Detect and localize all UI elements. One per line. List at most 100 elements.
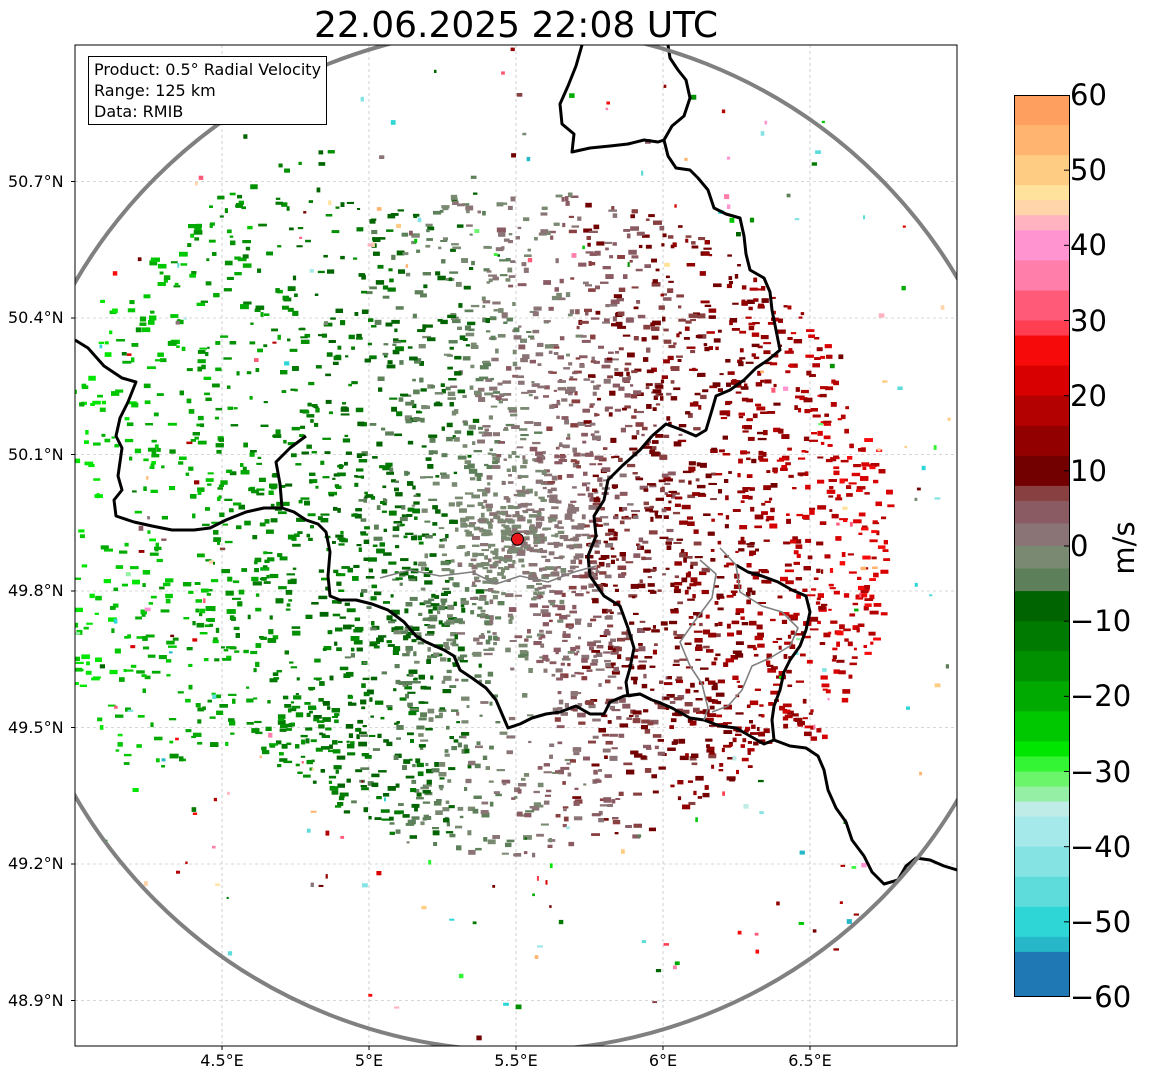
velocity-echo <box>416 249 421 253</box>
velocity-echo <box>395 829 401 834</box>
velocity-echo <box>388 561 397 565</box>
velocity-echo <box>337 345 342 350</box>
velocity-echo <box>324 451 331 454</box>
velocity-echo <box>411 639 417 643</box>
velocity-echo <box>748 495 753 500</box>
velocity-echo <box>453 471 458 475</box>
velocity-echo <box>497 601 505 606</box>
velocity-echo <box>411 504 416 507</box>
velocity-echo <box>732 675 739 680</box>
velocity-echo <box>655 434 664 438</box>
velocity-echo <box>728 281 733 285</box>
velocity-echo <box>567 772 572 777</box>
velocity-echo <box>816 347 823 352</box>
velocity-echo <box>306 759 313 765</box>
velocity-echo <box>807 555 813 560</box>
velocity-echo <box>439 712 443 718</box>
velocity-echo <box>555 613 562 616</box>
velocity-echo <box>191 271 197 275</box>
velocity-echo <box>413 494 418 497</box>
velocity-echo <box>531 526 538 532</box>
velocity-echo <box>425 567 429 571</box>
velocity-echo <box>862 466 867 470</box>
velocity-echo <box>377 264 384 269</box>
velocity-echo <box>503 238 510 242</box>
velocity-echo <box>381 569 388 574</box>
velocity-echo <box>112 308 118 313</box>
velocity-echo <box>747 587 753 593</box>
velocity-echo <box>416 410 421 414</box>
velocity-echo <box>863 645 867 648</box>
velocity-echo <box>644 549 651 554</box>
velocity-echo <box>229 192 236 196</box>
velocity-echo <box>492 276 499 281</box>
velocity-echo <box>79 534 85 539</box>
velocity-echo <box>691 762 698 766</box>
velocity-echo <box>358 499 364 502</box>
velocity-echo <box>503 393 512 396</box>
velocity-echo <box>379 465 384 469</box>
velocity-echo <box>870 463 880 467</box>
velocity-echo <box>207 618 215 622</box>
velocity-echo <box>605 532 611 536</box>
velocity-echo <box>331 230 340 234</box>
velocity-echo <box>702 792 710 798</box>
velocity-echo <box>464 309 474 313</box>
velocity-echo <box>418 744 426 748</box>
velocity-echo <box>725 515 730 520</box>
velocity-echo <box>663 339 672 344</box>
velocity-echo <box>617 686 623 690</box>
velocity-echo <box>211 606 216 612</box>
velocity-echo <box>405 693 409 699</box>
velocity-echo <box>484 463 489 467</box>
velocity-echo <box>538 508 545 511</box>
velocity-echo <box>290 701 295 704</box>
velocity-echo <box>449 833 456 838</box>
velocity-echo <box>411 626 420 631</box>
velocity-echo <box>502 380 512 384</box>
radar-map[interactable] <box>0 0 1000 1081</box>
velocity-echo <box>739 525 748 530</box>
velocity-echo <box>858 532 863 535</box>
velocity-echo <box>593 654 597 658</box>
velocity-echo <box>703 645 710 649</box>
velocity-echo <box>557 526 564 529</box>
velocity-echo <box>435 509 441 514</box>
velocity-echo <box>604 407 609 412</box>
velocity-echo <box>735 612 741 615</box>
velocity-echo <box>524 254 532 257</box>
velocity-echo <box>708 315 716 319</box>
velocity-echo <box>552 604 559 608</box>
velocity-echo <box>485 615 490 620</box>
velocity-echo <box>619 697 626 703</box>
velocity-echo <box>453 739 459 743</box>
velocity-echo <box>337 783 345 788</box>
velocity-echo <box>744 729 749 733</box>
velocity-echo <box>320 769 325 773</box>
velocity-echo <box>618 287 626 292</box>
velocity-echo <box>452 662 457 667</box>
velocity-echo <box>374 591 382 596</box>
velocity-echo <box>88 375 96 381</box>
velocity-echo <box>839 561 846 566</box>
velocity-echo <box>816 597 821 601</box>
velocity-echo <box>678 738 686 744</box>
velocity-echo <box>651 774 657 779</box>
velocity-echo <box>824 344 832 349</box>
velocity-echo <box>553 566 558 572</box>
velocity-echo <box>503 557 513 562</box>
velocity-echo <box>422 790 431 794</box>
velocity-echo <box>251 728 260 733</box>
velocity-echo <box>557 707 563 710</box>
velocity-echo <box>232 597 241 600</box>
velocity-echo <box>229 720 236 726</box>
velocity-echo <box>531 381 535 383</box>
velocity-echo <box>616 600 621 605</box>
velocity-echo <box>309 479 318 484</box>
velocity-echo <box>337 802 344 806</box>
velocity-echo <box>255 731 263 735</box>
velocity-echo <box>621 665 630 668</box>
velocity-echo <box>320 513 330 516</box>
velocity-echo <box>411 803 420 808</box>
velocity-echo <box>461 720 469 724</box>
